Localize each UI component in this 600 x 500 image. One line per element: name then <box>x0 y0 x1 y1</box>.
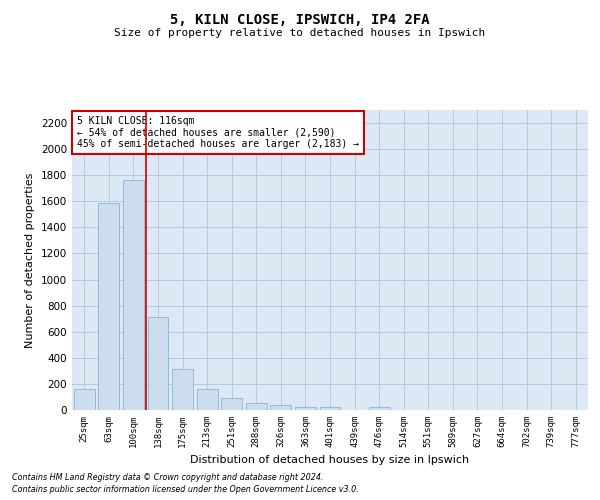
Bar <box>320 408 340 410</box>
Bar <box>295 406 316 410</box>
Bar <box>246 403 267 410</box>
Bar <box>148 318 169 410</box>
Y-axis label: Number of detached properties: Number of detached properties <box>25 172 35 348</box>
Bar <box>368 408 389 410</box>
Bar <box>271 406 292 410</box>
Text: Contains public sector information licensed under the Open Government Licence v3: Contains public sector information licen… <box>12 485 359 494</box>
Text: Contains HM Land Registry data © Crown copyright and database right 2024.: Contains HM Land Registry data © Crown c… <box>12 474 323 482</box>
X-axis label: Distribution of detached houses by size in Ipswich: Distribution of detached houses by size … <box>190 456 470 466</box>
Bar <box>74 389 95 410</box>
Bar <box>172 369 193 410</box>
Bar <box>197 389 218 410</box>
Bar <box>221 398 242 410</box>
Text: Size of property relative to detached houses in Ipswich: Size of property relative to detached ho… <box>115 28 485 38</box>
Bar <box>123 180 144 410</box>
Text: 5, KILN CLOSE, IPSWICH, IP4 2FA: 5, KILN CLOSE, IPSWICH, IP4 2FA <box>170 12 430 26</box>
Text: 5 KILN CLOSE: 116sqm
← 54% of detached houses are smaller (2,590)
45% of semi-de: 5 KILN CLOSE: 116sqm ← 54% of detached h… <box>77 116 359 149</box>
Bar <box>98 202 119 410</box>
